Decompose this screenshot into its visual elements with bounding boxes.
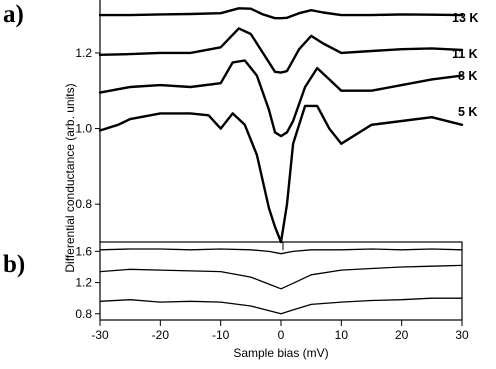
x-tick-label: 30 <box>455 328 469 342</box>
label-8k: 8 K <box>458 69 477 83</box>
y-tick-label: 0.8 <box>75 307 92 321</box>
series-line-3 <box>98 104 464 244</box>
y-tick-label: 1.2 <box>75 46 92 60</box>
y-tick-label: 1.2 <box>75 276 92 290</box>
label-5k: 5 K <box>458 105 477 119</box>
series-line-0 <box>99 248 463 255</box>
panel-b-y-ticks: 0.8 1.2 1.6 <box>75 244 100 321</box>
label-11k: 11 K <box>452 47 478 61</box>
y-tick-label: 1.6 <box>75 244 92 258</box>
y-tick-label: 1.0 <box>75 122 92 136</box>
series-line-0 <box>98 7 464 20</box>
series-line-2 <box>99 297 463 315</box>
series-line-2 <box>98 59 464 138</box>
panel-b-letter: b) <box>3 251 25 278</box>
x-tick-label: 20 <box>395 328 409 342</box>
x-tick-label: -10 <box>212 328 230 342</box>
x-tick-label: -30 <box>91 328 109 342</box>
panel-a-letter: a) <box>3 1 24 28</box>
panel-b: b) 0.8 1.2 1.6 -30 -20 -10 0 10 20 30 <box>3 241 469 342</box>
x-axis-title: Sample bias (mV) <box>233 346 328 360</box>
panel-a-series <box>98 7 464 244</box>
panel-b-series <box>99 248 463 315</box>
x-tick-label: -20 <box>152 328 170 342</box>
y-tick-label: 0.8 <box>75 197 92 211</box>
panel-b-x-ticks: -30 -20 -10 0 10 20 30 <box>91 320 469 342</box>
x-tick-label: 0 <box>278 328 285 342</box>
panel-a-y-ticks: 0.8 1.0 1.2 <box>75 46 100 211</box>
label-13k: 13 K <box>452 11 478 25</box>
x-tick-label: 10 <box>335 328 349 342</box>
y-axis-title: Differential conductance (arb. units) <box>63 83 77 272</box>
panel-a: a) 0.8 1.0 1.2 13 K 11 K 8 K 5 K <box>3 0 478 244</box>
series-line-1 <box>99 264 463 290</box>
series-line-1 <box>98 27 464 74</box>
panel-a-temperature-labels: 13 K 11 K 8 K 5 K <box>452 11 478 119</box>
